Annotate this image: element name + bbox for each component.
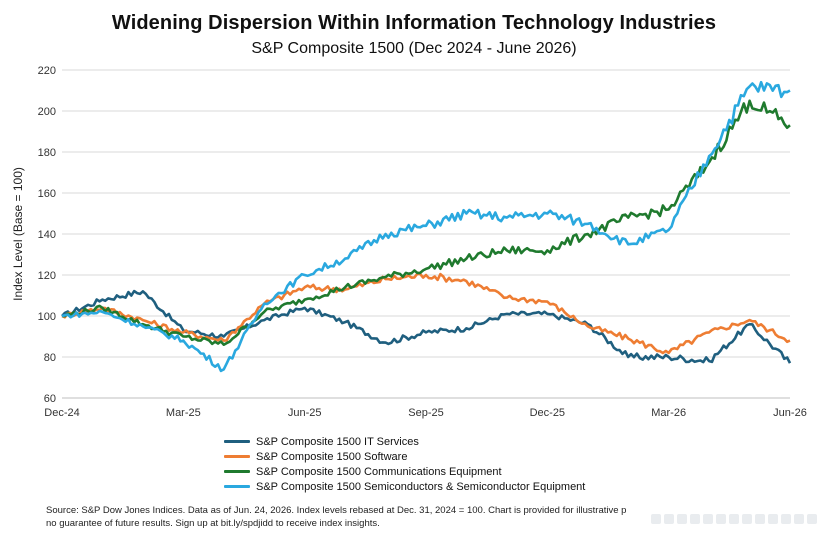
grid-lines [62,69,790,399]
x-tick-label: Dec-25 [530,407,565,419]
fade-dot [690,514,700,524]
chart-title: Widening Dispersion Within Information T… [111,12,717,34]
legend-swatch [224,485,250,488]
fade-dot [781,514,791,524]
series-lines [61,80,792,373]
fade-dot [651,514,661,524]
series-line-0 [61,289,792,364]
y-tick-label: 140 [38,229,56,241]
legend-swatch [224,470,250,473]
y-tick-labels: 60 80 100 120 140 160 180 200 220 [38,65,56,405]
legend-item-software: S&P Composite 1500 Software [224,449,585,464]
x-tick-label: Mar-25 [166,407,201,419]
y-axis-label: Index Level (Base = 100) [11,167,25,301]
x-tick-label: Dec-24 [44,407,79,419]
legend-label: S&P Composite 1500 IT Services [256,435,419,448]
y-tick-label: 120 [38,270,56,282]
source-line-1: Source: S&P Dow Jones Indices. Data as o… [46,505,627,516]
fade-dot [677,514,687,524]
x-tick-label: Jun-26 [773,407,807,419]
fade-dot [703,514,713,524]
y-tick-label: 200 [38,106,56,118]
series-line-1 [61,272,791,355]
x-tick-label: Sep-25 [408,407,443,419]
x-tick-labels: Dec-24 Mar-25 Jun-25 Sep-25 Dec-25 Mar-26 Jun-… [44,407,807,419]
x-tick-label: Jun-25 [288,407,322,419]
fade-dot [742,514,752,524]
fade-dot [768,514,778,524]
series-line-2 [61,99,791,346]
y-tick-label: 60 [44,393,56,405]
fade-dot [716,514,726,524]
source-line-2: no guarantee of future results. Sign up … [46,518,380,529]
x-tick-label: Mar-26 [651,407,686,419]
y-tick-label: 160 [38,188,56,200]
line-chart: 60 80 100 120 140 160 180 200 220 Dec-24 Mar-25 Ju… [11,65,807,419]
legend-label: S&P Composite 1500 Semiconductors & Semi… [256,480,586,493]
legend-label: S&P Composite 1500 Communications Equipm… [256,465,502,478]
legend-swatch [224,455,250,458]
fade-dot [664,514,674,524]
fade-dot [807,514,817,524]
chart-subtitle: S&P Composite 1500 (Dec 2024 - June 2026… [251,40,577,57]
fade-dot [755,514,765,524]
y-tick-label: 220 [38,65,56,77]
series-line-3 [61,80,791,373]
legend-item-it-services: S&P Composite 1500 IT Services [224,434,585,449]
y-tick-label: 100 [38,311,56,323]
legend-item-communications-equipment: S&P Composite 1500 Communications Equipm… [224,464,585,479]
truncation-fade [645,500,828,536]
source-note: Source: S&P Dow Jones Indices. Data as o… [46,504,646,530]
legend-label: S&P Composite 1500 Software [256,450,408,463]
y-tick-label: 180 [38,147,56,159]
fade-dot [729,514,739,524]
fade-dot [794,514,804,524]
legend-swatch [224,440,250,443]
legend-item-semiconductors: S&P Composite 1500 Semiconductors & Semi… [224,479,585,494]
y-tick-label: 80 [44,352,56,364]
legend: S&P Composite 1500 IT Services S&P Compo… [224,434,585,494]
